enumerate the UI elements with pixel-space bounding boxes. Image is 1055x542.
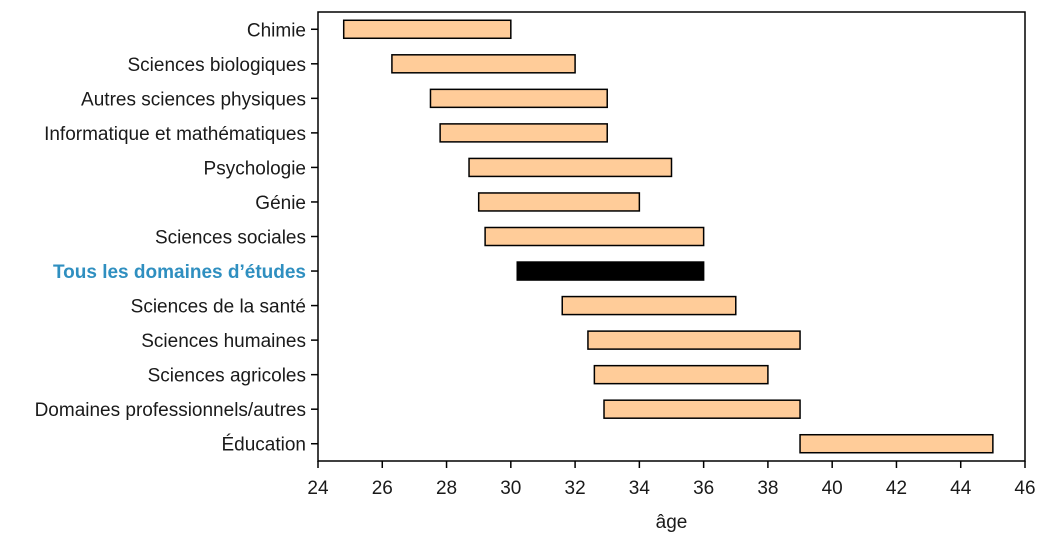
bar [587,330,801,350]
bar [477,192,641,212]
category-label: Domaines professionnels/autres [35,400,306,421]
category-labels: Chimie Sciences biologiques Autres science… [35,20,318,456]
x-tick-label: 24 [307,478,329,499]
bar [429,88,608,109]
category-label: Tous les domaines d’études [53,262,306,283]
bar [593,364,769,385]
x-axis-title: âge [656,512,688,533]
bar [561,295,737,316]
x-tick-label: 44 [950,478,972,499]
x-axis-ticks: 24 26 28 30 32 34 36 38 40 42 44 46 [307,461,1036,499]
x-tick-label: 46 [1014,478,1035,499]
bar [439,123,608,143]
bar [799,433,994,454]
category-label: Sciences humaines [141,331,306,352]
category-label: Sciences biologiques [127,55,306,76]
bar [391,54,576,74]
bar [603,399,801,419]
bar [468,157,673,178]
category-label: Psychologie [204,158,306,179]
category-label: Sciences sociales [155,228,306,249]
category-label: Éducation [221,435,306,456]
category-label: Informatique et mathématiques [44,124,306,145]
x-tick-label: 32 [565,478,586,499]
bars-layer [342,19,994,454]
category-label: Sciences agricoles [148,366,306,387]
x-tick-label: 26 [372,478,393,499]
bar-highlight [516,261,705,281]
bar [484,226,705,247]
x-tick-label: 42 [886,478,907,499]
x-tick-label: 36 [693,478,714,499]
category-label: Autres sciences physiques [81,89,306,110]
x-tick-label: 40 [822,478,843,499]
category-label: Génie [255,193,306,214]
x-tick-label: 30 [500,478,521,499]
category-label: Chimie [247,20,306,41]
bar [342,19,512,40]
x-tick-label: 38 [757,478,778,499]
x-tick-label: 28 [436,478,457,499]
x-tick-label: 34 [629,478,651,499]
category-label: Sciences de la santé [131,297,306,318]
